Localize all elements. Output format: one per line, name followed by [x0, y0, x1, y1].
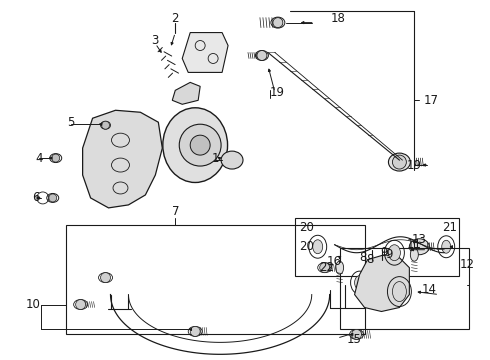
- Bar: [295, 218, 459, 276]
- Text: 8: 8: [366, 253, 373, 266]
- Text: 11: 11: [407, 238, 422, 251]
- Text: 13: 13: [412, 233, 427, 246]
- Ellipse shape: [355, 276, 365, 289]
- Text: 4: 4: [35, 152, 43, 165]
- Bar: [66, 225, 365, 334]
- Text: 20: 20: [299, 240, 314, 253]
- Circle shape: [101, 121, 110, 129]
- Ellipse shape: [179, 124, 221, 166]
- Polygon shape: [355, 255, 409, 311]
- Circle shape: [319, 263, 330, 273]
- Ellipse shape: [409, 239, 429, 255]
- Text: 19: 19: [407, 158, 422, 172]
- Text: 1: 1: [211, 152, 219, 165]
- Text: 12: 12: [460, 258, 475, 271]
- Ellipse shape: [389, 153, 410, 171]
- Polygon shape: [182, 32, 228, 72]
- Text: 2: 2: [172, 12, 179, 25]
- Text: 20: 20: [299, 221, 314, 234]
- Text: 6: 6: [32, 192, 40, 204]
- Polygon shape: [172, 82, 200, 104]
- Text: 15: 15: [347, 333, 362, 346]
- Bar: [340, 248, 469, 329]
- Circle shape: [352, 329, 362, 339]
- Text: 9: 9: [386, 248, 393, 261]
- Ellipse shape: [392, 282, 406, 302]
- Text: 21: 21: [441, 221, 457, 234]
- Text: 16: 16: [327, 255, 342, 268]
- Circle shape: [257, 50, 267, 60]
- Ellipse shape: [336, 261, 343, 274]
- Text: 17: 17: [424, 94, 439, 107]
- Circle shape: [190, 327, 200, 336]
- Text: 18: 18: [330, 12, 345, 25]
- Text: 9: 9: [381, 246, 388, 259]
- Text: 19: 19: [270, 86, 284, 99]
- Circle shape: [75, 300, 86, 310]
- Ellipse shape: [442, 240, 451, 253]
- Ellipse shape: [410, 248, 418, 261]
- Circle shape: [100, 273, 111, 283]
- Polygon shape: [83, 110, 162, 208]
- Text: 22: 22: [319, 261, 334, 274]
- Ellipse shape: [313, 240, 323, 254]
- Circle shape: [52, 154, 60, 162]
- Text: 14: 14: [422, 283, 437, 296]
- Text: 7: 7: [172, 205, 179, 219]
- Circle shape: [392, 155, 406, 169]
- Text: 3: 3: [152, 34, 159, 47]
- Ellipse shape: [377, 270, 386, 283]
- Ellipse shape: [190, 135, 210, 155]
- Circle shape: [49, 194, 57, 202]
- Ellipse shape: [389, 245, 400, 261]
- Ellipse shape: [163, 108, 227, 183]
- Text: 5: 5: [67, 116, 74, 129]
- Text: 10: 10: [25, 298, 40, 311]
- Ellipse shape: [221, 151, 243, 169]
- Text: 8: 8: [359, 251, 366, 264]
- Circle shape: [273, 18, 283, 28]
